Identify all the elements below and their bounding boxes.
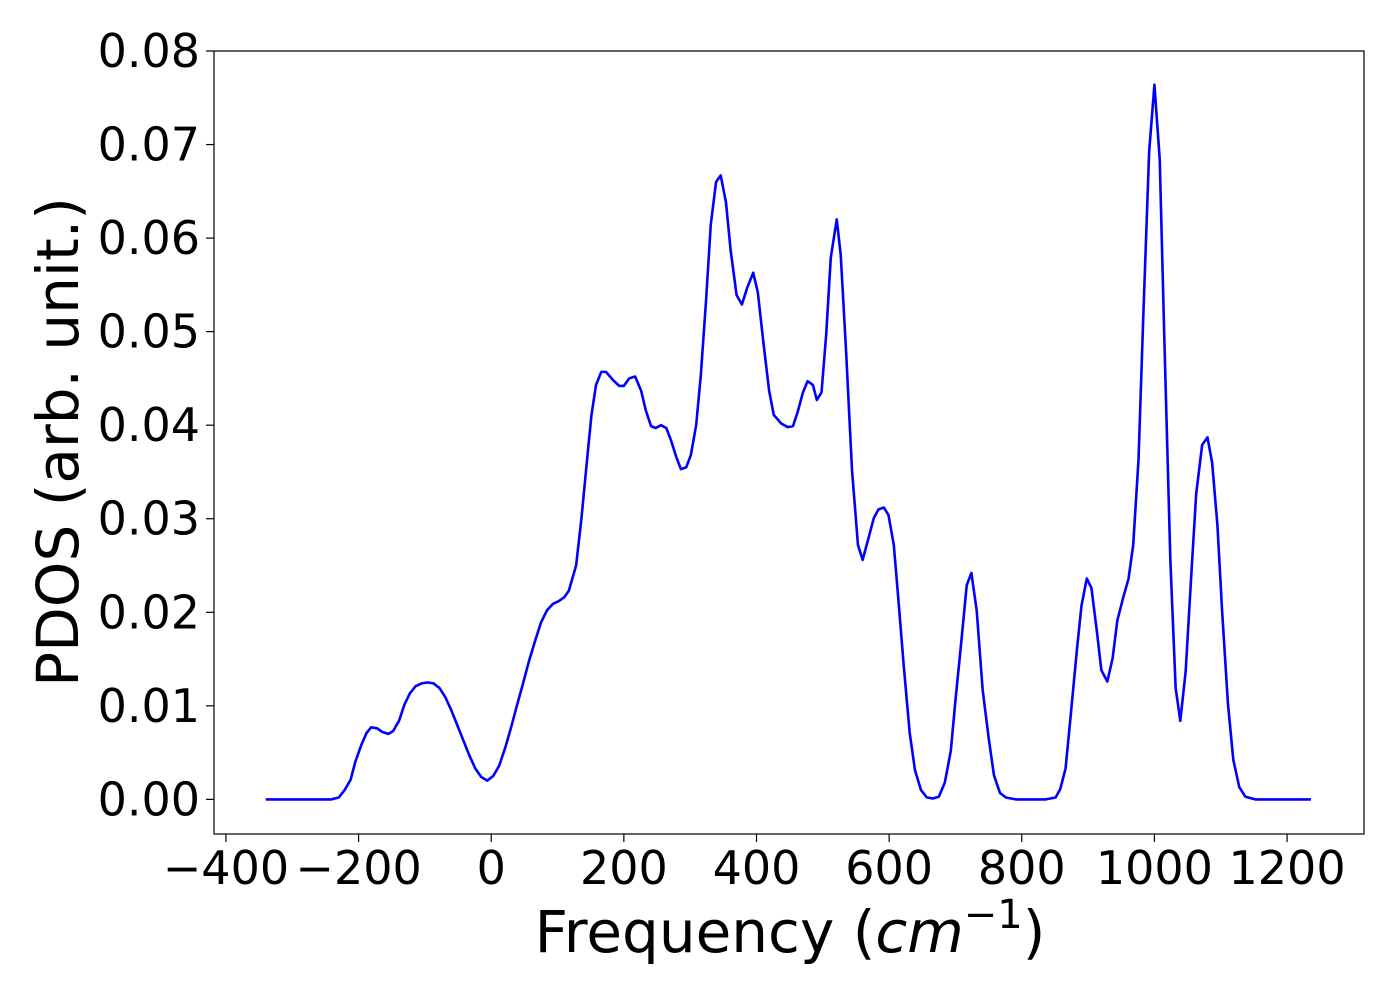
- x-axis-label-part: cm: [875, 898, 963, 966]
- y-tick-label: 0.04: [98, 398, 200, 452]
- y-tick-label: 0.02: [98, 585, 200, 639]
- y-axis-label: PDOS (arb. unit.): [24, 197, 92, 687]
- x-tick-label: −400: [163, 841, 289, 895]
- x-axis-label-part: −1: [964, 892, 1023, 938]
- x-axis-label-part: Frequency (: [535, 898, 876, 966]
- x-tick-label: 0: [477, 841, 506, 895]
- x-tick-label: 800: [978, 841, 1066, 895]
- x-tick-label: 200: [580, 841, 668, 895]
- x-tick-label: 400: [713, 841, 801, 895]
- x-tick-label: −200: [295, 841, 421, 895]
- y-tick-label: 0.08: [98, 24, 200, 78]
- x-axis-label: Frequency (cm−1): [535, 892, 1046, 966]
- y-tick-label: 0.03: [98, 492, 200, 546]
- y-tick-label: 0.06: [98, 211, 200, 265]
- line-series: [265, 83, 1311, 801]
- plot-frame: [213, 50, 1365, 835]
- y-tick-label: 0.01: [98, 679, 200, 733]
- y-tick-label: 0.05: [98, 305, 200, 359]
- x-tick-label: 1000: [1096, 841, 1213, 895]
- x-tick-label: 1200: [1229, 841, 1346, 895]
- y-tick-label: 0.00: [98, 772, 200, 826]
- x-tick-label: 600: [845, 841, 933, 895]
- y-tick-label: 0.07: [98, 118, 200, 172]
- x-axis-label-part: ): [1023, 898, 1046, 966]
